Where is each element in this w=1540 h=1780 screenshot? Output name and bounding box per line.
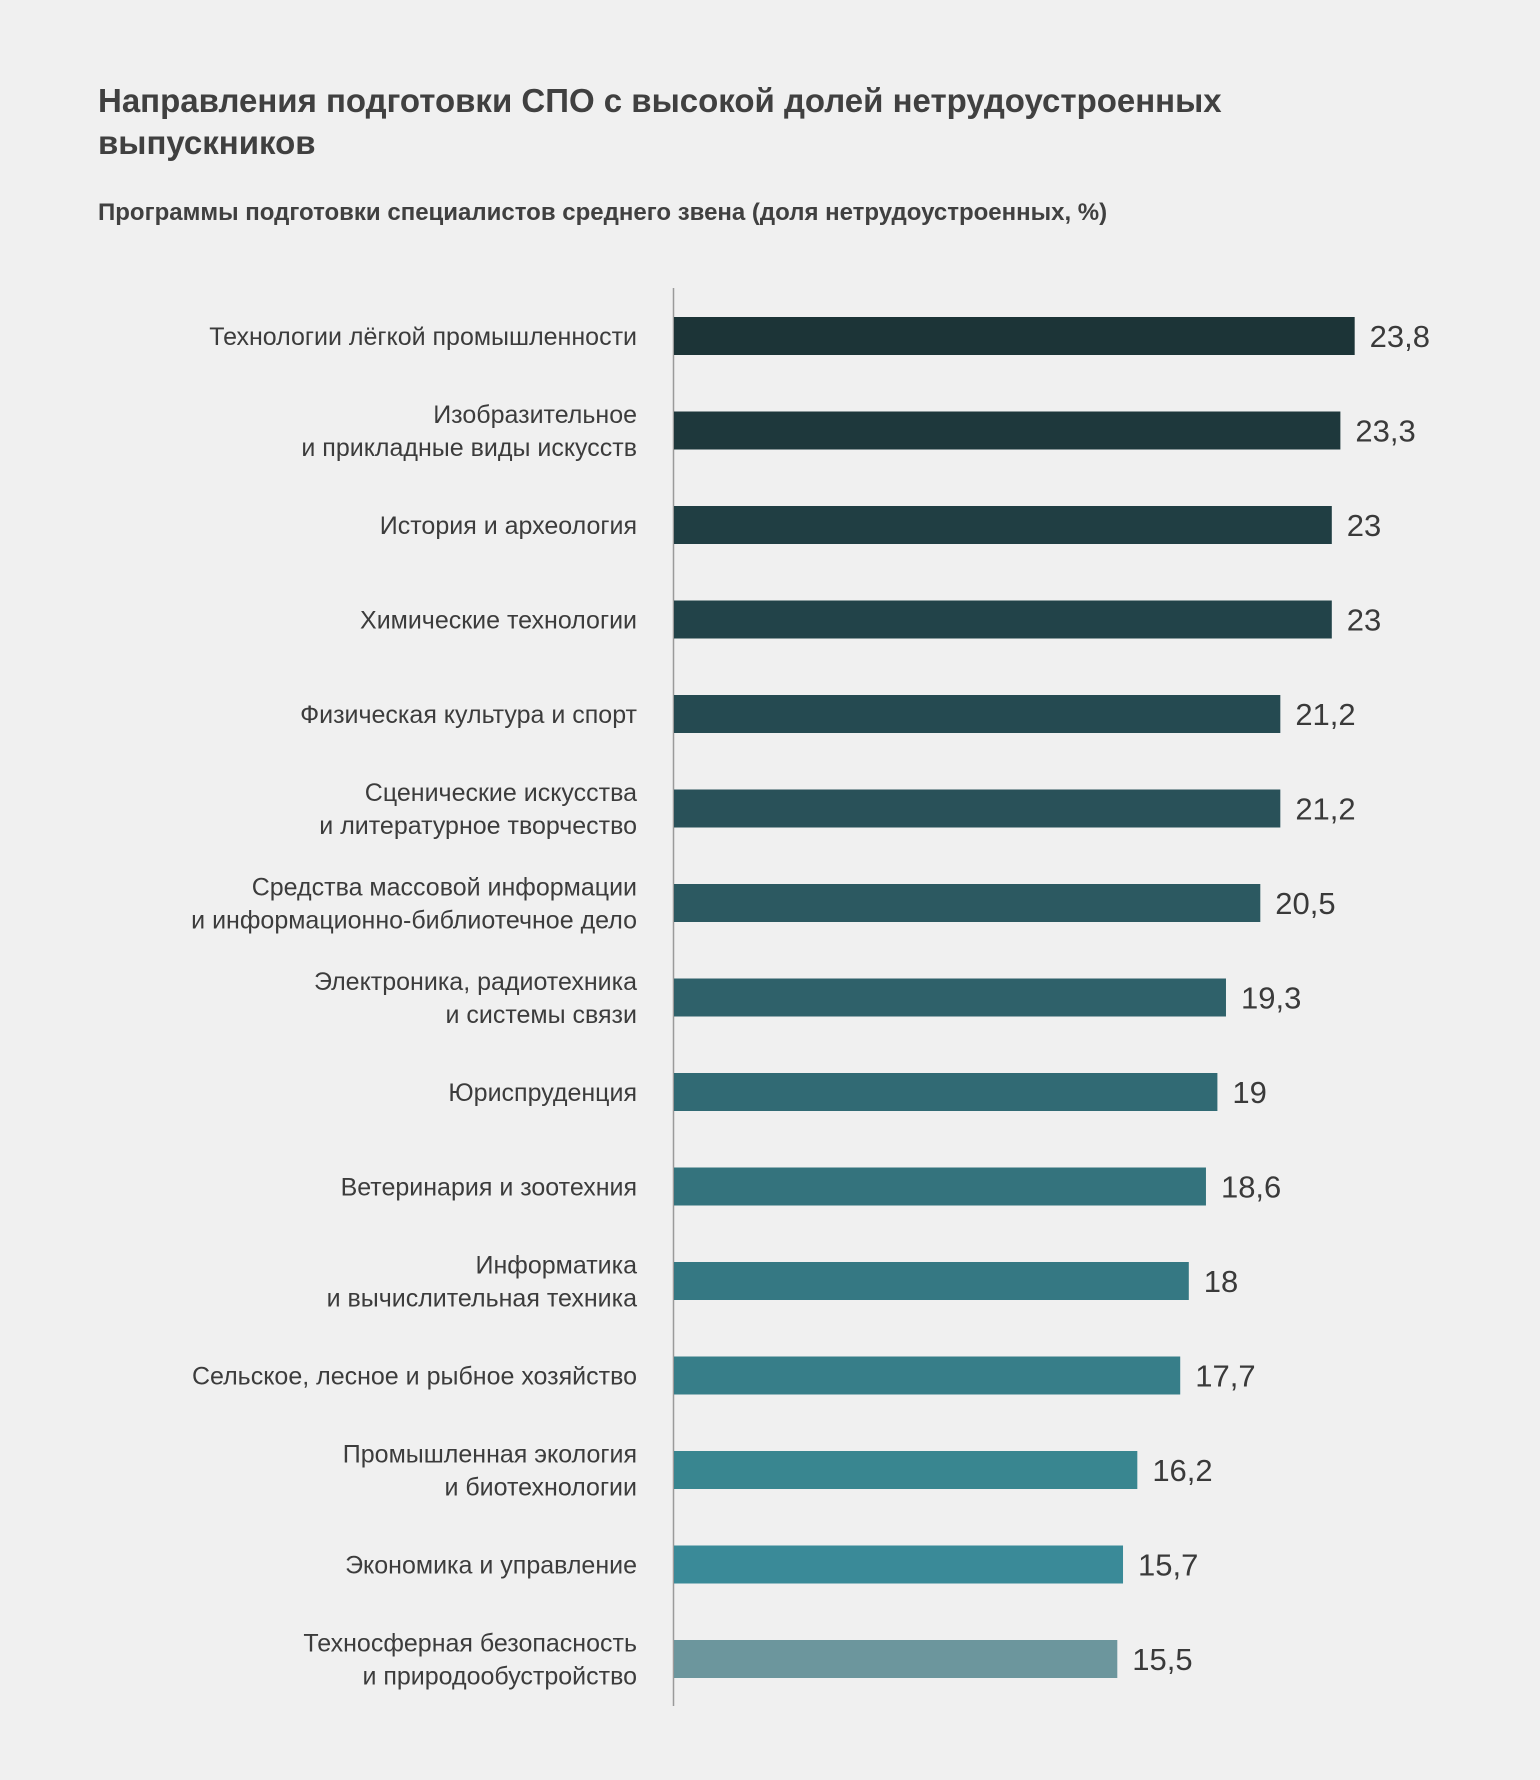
- category-label-line: и прикладные виды искусств: [301, 434, 637, 462]
- category-label-line: Промышленная экология: [343, 1441, 637, 1469]
- category-label: Химические технологии: [360, 607, 637, 635]
- category-label-line: и биотехнологии: [444, 1474, 637, 1502]
- category-label-line: Изобразительное: [433, 401, 637, 429]
- value-label: 23,3: [1355, 414, 1415, 449]
- category-label: Средства массовой информации и информацио…: [191, 874, 637, 935]
- category-label-line: Техносферная безопасность: [303, 1630, 637, 1658]
- bar: [674, 1167, 1206, 1206]
- value-label: 15,5: [1132, 1642, 1192, 1677]
- bar: [674, 789, 1281, 828]
- category-label-line: Сельское, лесное и рыбное хозяйство: [192, 1363, 637, 1391]
- category-label: Промышленная экология и биотехнологии: [343, 1441, 637, 1502]
- category-label-line: Средства массовой информации: [252, 874, 637, 902]
- value-label: 20,5: [1275, 886, 1335, 921]
- value-label: 18,6: [1221, 1170, 1281, 1205]
- category-label: Изобразительное и прикладные виды искусст…: [301, 401, 637, 462]
- chart-title: Направления подготовки СПО с высокой дол…: [98, 82, 1222, 161]
- value-label: 21,2: [1295, 792, 1355, 827]
- bar: [674, 1073, 1218, 1111]
- category-label-line: Физическая культура и спорт: [300, 701, 637, 729]
- category-label-line: и информационно-библиотечное дело: [191, 907, 637, 935]
- value-label: 17,7: [1195, 1359, 1255, 1394]
- category-label: Техносферная безопасность и природообустр…: [303, 1630, 637, 1691]
- value-label: 19: [1232, 1075, 1266, 1110]
- category-label-line: Сценические искусства: [365, 779, 637, 807]
- value-labels-group: 23,8 23,3 23 23 21,2 21,2 20,5 19,3 19 18,6 18 17,7…: [1132, 319, 1430, 1677]
- category-label: Электроника, радиотехника и системы связи: [314, 968, 637, 1029]
- chart-subtitle: Программы подготовки специалистов средне…: [98, 199, 1108, 226]
- category-label: Сельское, лесное и рыбное хозяйство: [192, 1363, 637, 1391]
- bar: [674, 884, 1261, 922]
- value-label: 16,2: [1152, 1453, 1212, 1488]
- value-label: 18: [1204, 1264, 1238, 1299]
- category-label-line: Ветеринария и зоотехния: [341, 1174, 637, 1202]
- category-label-line: История и археология: [380, 512, 637, 540]
- bar: [674, 317, 1355, 355]
- category-label: Ветеринария и зоотехния: [341, 1174, 637, 1202]
- category-label-line: и природообустройство: [362, 1663, 637, 1691]
- bar: [674, 1356, 1181, 1395]
- category-label-line: и вычислительная техника: [327, 1285, 638, 1313]
- bar: [674, 411, 1341, 450]
- category-label-line: Технологии лёгкой промышленности: [209, 323, 637, 351]
- bar: [674, 978, 1226, 1017]
- value-label: 23: [1347, 603, 1381, 638]
- bar: [674, 1451, 1138, 1489]
- category-label: Физическая культура и спорт: [300, 701, 637, 729]
- category-label-line: Экономика и управление: [345, 1552, 637, 1580]
- category-label-line: Юриспруденция: [448, 1079, 637, 1107]
- bar: [674, 600, 1332, 639]
- bar: [674, 695, 1281, 733]
- category-label-line: и системы связи: [445, 1001, 637, 1029]
- category-label: Юриспруденция: [448, 1079, 637, 1107]
- category-label: Экономика и управление: [345, 1552, 637, 1580]
- category-label-line: и литературное творчество: [319, 812, 637, 840]
- bar: [674, 1545, 1124, 1584]
- category-label: Информатика и вычислительная техника: [327, 1252, 638, 1313]
- category-label-line: Информатика: [476, 1252, 638, 1280]
- category-label: История и археология: [380, 512, 637, 540]
- bar: [674, 1262, 1189, 1300]
- category-label-line: Электроника, радиотехника: [314, 968, 637, 996]
- value-label: 21,2: [1295, 697, 1355, 732]
- value-label: 23: [1347, 508, 1381, 543]
- category-label-line: Химические технологии: [360, 607, 637, 635]
- bars-group: [674, 317, 1355, 1678]
- value-label: 15,7: [1138, 1548, 1198, 1583]
- category-label: Сценические искусства и литературное твор…: [319, 779, 637, 840]
- category-label: Технологии лёгкой промышленности: [209, 323, 637, 351]
- bar: [674, 1640, 1118, 1678]
- bar: [674, 506, 1332, 544]
- category-labels-group: Технологии лёгкой промышленности Изобрази…: [191, 323, 637, 1691]
- value-label: 23,8: [1370, 319, 1430, 354]
- value-label: 19,3: [1241, 981, 1301, 1016]
